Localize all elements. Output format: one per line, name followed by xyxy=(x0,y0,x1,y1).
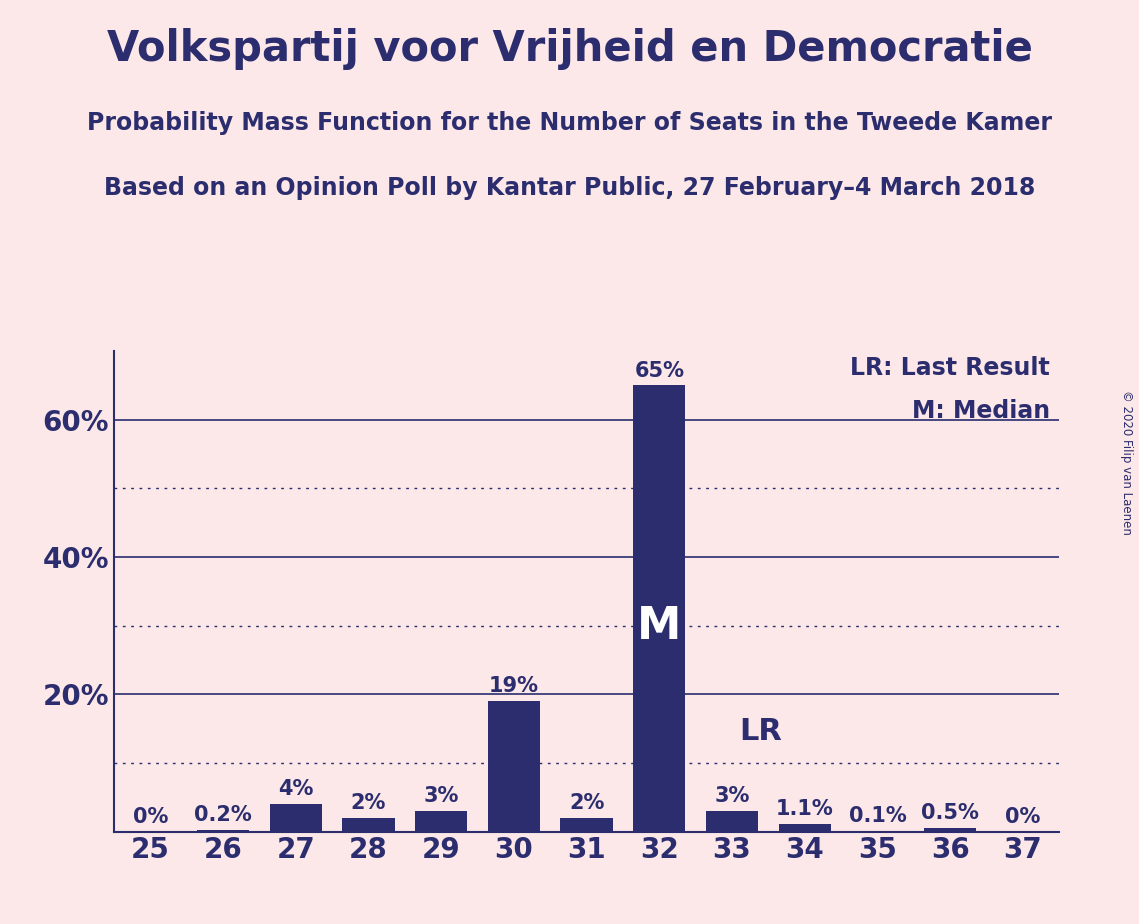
Text: © 2020 Filip van Laenen: © 2020 Filip van Laenen xyxy=(1121,390,1133,534)
Text: 2%: 2% xyxy=(351,793,386,813)
Bar xyxy=(415,811,467,832)
Text: 0.2%: 0.2% xyxy=(194,806,252,825)
Text: 65%: 65% xyxy=(634,360,685,381)
Text: Volkspartij voor Vrijheid en Democratie: Volkspartij voor Vrijheid en Democratie xyxy=(107,28,1032,69)
Text: 4%: 4% xyxy=(278,779,313,799)
Text: 1.1%: 1.1% xyxy=(776,799,834,820)
Text: M: Median: M: Median xyxy=(911,399,1050,423)
Bar xyxy=(633,385,686,832)
Text: 0.1%: 0.1% xyxy=(849,806,907,826)
Bar xyxy=(924,828,976,832)
Text: 2%: 2% xyxy=(568,793,605,813)
Bar xyxy=(560,818,613,832)
Text: 3%: 3% xyxy=(424,786,459,807)
Text: LR: Last Result: LR: Last Result xyxy=(850,356,1050,380)
Text: Based on an Opinion Poll by Kantar Public, 27 February–4 March 2018: Based on an Opinion Poll by Kantar Publi… xyxy=(104,176,1035,200)
Bar xyxy=(487,701,540,832)
Text: 19%: 19% xyxy=(489,676,539,697)
Bar xyxy=(270,804,322,832)
Bar xyxy=(342,818,394,832)
Bar xyxy=(197,831,249,832)
Bar xyxy=(706,811,759,832)
Text: 0%: 0% xyxy=(1006,807,1041,827)
Bar xyxy=(779,824,831,832)
Text: Probability Mass Function for the Number of Seats in the Tweede Kamer: Probability Mass Function for the Number… xyxy=(87,111,1052,135)
Text: LR: LR xyxy=(739,717,782,746)
Text: 0%: 0% xyxy=(132,807,167,827)
Text: 0.5%: 0.5% xyxy=(921,803,980,823)
Text: 3%: 3% xyxy=(714,786,749,807)
Text: M: M xyxy=(637,605,681,648)
